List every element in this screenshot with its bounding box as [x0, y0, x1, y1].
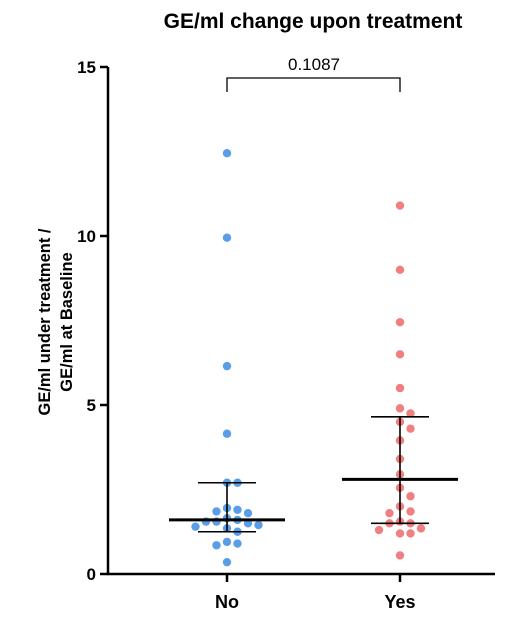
data-point — [395, 350, 405, 359]
data-point — [395, 317, 405, 327]
series-no — [169, 148, 285, 567]
data-point — [222, 429, 232, 438]
data-point — [243, 508, 253, 518]
data-point — [416, 524, 426, 533]
data-point — [191, 522, 200, 531]
chart-title: GE/ml change upon treatment — [164, 10, 463, 33]
significance-bracket — [226, 77, 401, 92]
axes: 0 5 10 15 No Yes — [77, 58, 495, 612]
data-point — [395, 529, 405, 538]
data-point — [406, 507, 415, 516]
data-point — [212, 507, 221, 516]
data-point — [212, 541, 221, 550]
y-axis-label-line-2: GE/ml at Baseline — [58, 252, 76, 391]
y-tick-label: 5 — [87, 396, 96, 415]
data-point — [222, 148, 232, 158]
data-point — [222, 233, 232, 242]
data-point — [406, 492, 415, 501]
data-point — [395, 265, 405, 274]
y-tick-label: 15 — [77, 58, 96, 77]
data-point — [374, 525, 384, 535]
data-point — [395, 201, 405, 210]
data-point — [385, 508, 394, 518]
data-point — [233, 539, 242, 548]
x-tick-label: Yes — [384, 592, 415, 612]
data-marks — [169, 148, 458, 567]
data-point — [233, 505, 242, 514]
data-point — [254, 520, 263, 530]
x-tick-label: No — [215, 592, 239, 612]
significance-annotation: 0.1087 — [226, 55, 401, 92]
data-point — [222, 537, 232, 547]
series-yes — [342, 201, 458, 560]
data-point — [406, 424, 415, 433]
data-point — [406, 529, 415, 538]
y-tick-label: 10 — [77, 227, 96, 246]
data-point — [395, 551, 405, 560]
data-point — [406, 409, 415, 418]
y-axis-label-line-1: GE/ml under treatment / — [36, 228, 54, 415]
y-tick-label: 0 — [87, 565, 96, 584]
y-axis-label: GE/ml under treatment / GE/ml at Baselin… — [36, 228, 76, 415]
p-value-label: 0.1087 — [288, 55, 340, 74]
data-point — [395, 383, 405, 393]
data-point — [222, 557, 232, 567]
data-point — [395, 404, 405, 413]
data-point — [222, 361, 232, 371]
